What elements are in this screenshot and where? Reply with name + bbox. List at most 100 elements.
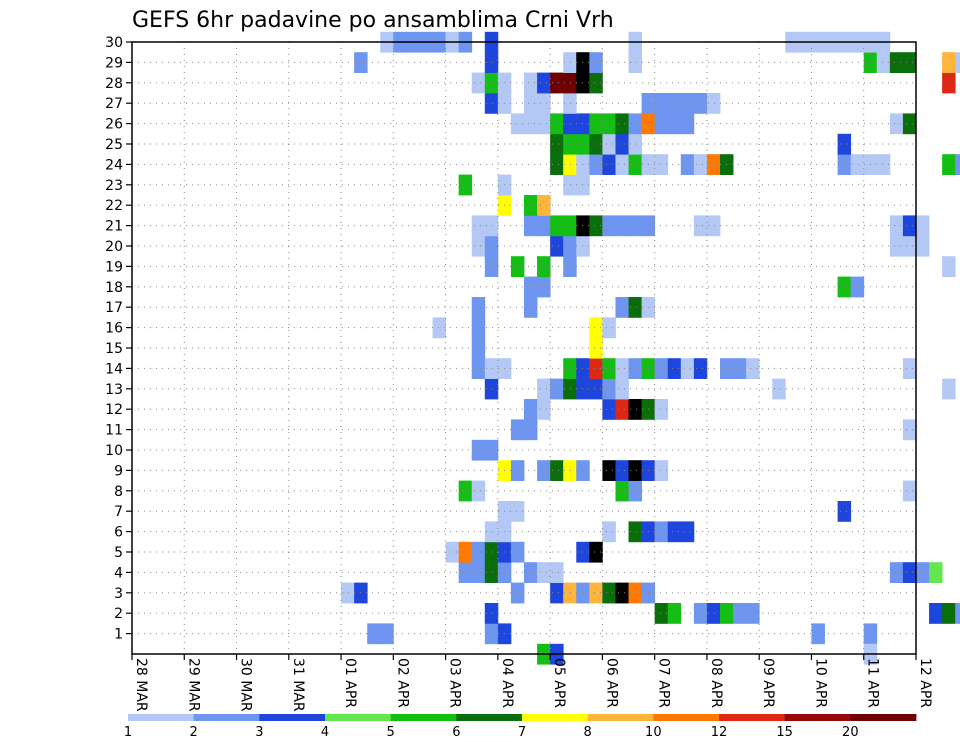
heatmap-cell bbox=[510, 113, 525, 135]
heatmap-cell bbox=[537, 460, 551, 481]
heatmap-cell bbox=[955, 52, 960, 73]
heatmap-cell bbox=[537, 399, 551, 420]
heatmap-cell bbox=[510, 419, 525, 441]
heatmap-cell bbox=[746, 358, 760, 379]
heatmap-cell bbox=[602, 113, 616, 135]
heatmap-cell bbox=[510, 460, 525, 481]
heatmap-cell bbox=[902, 113, 917, 135]
y-tick-label: 27 bbox=[105, 96, 123, 112]
heatmap-cell bbox=[654, 358, 669, 379]
heatmap-cell bbox=[380, 623, 394, 645]
heatmap-cell bbox=[693, 215, 708, 237]
heatmap-cell bbox=[615, 113, 629, 135]
legend-tick-label: 8 bbox=[584, 725, 592, 740]
x-tick-label: 29 MAR bbox=[185, 658, 201, 712]
y-tick-label: 19 bbox=[105, 259, 123, 275]
heatmap-cell bbox=[628, 154, 642, 175]
heatmap-cell bbox=[615, 460, 629, 481]
heatmap-cell bbox=[837, 133, 852, 155]
heatmap-cell bbox=[889, 113, 904, 135]
legend-swatch bbox=[653, 714, 720, 721]
y-tick-label: 13 bbox=[105, 382, 123, 398]
heatmap-cell bbox=[524, 215, 538, 237]
heatmap-cell bbox=[563, 378, 577, 400]
heatmap-cell bbox=[484, 521, 499, 543]
heatmap-cell bbox=[458, 480, 473, 502]
y-tick-label: 16 bbox=[105, 321, 123, 337]
heatmap-cell bbox=[654, 93, 669, 114]
x-tick-label: 12 APR bbox=[917, 658, 933, 708]
legend-swatch bbox=[719, 714, 786, 721]
heatmap-cell bbox=[706, 154, 721, 175]
heatmap-cell bbox=[484, 256, 499, 277]
heatmap-cell bbox=[576, 541, 590, 563]
heatmap-cell bbox=[916, 235, 930, 257]
heatmap-cell bbox=[458, 541, 473, 563]
heatmap-cell bbox=[615, 399, 629, 420]
heatmap-cell bbox=[667, 521, 682, 543]
legend-tick-label: 6 bbox=[452, 725, 460, 740]
y-tick-label: 8 bbox=[114, 484, 123, 500]
x-tick-label: 28 MAR bbox=[133, 658, 149, 712]
heatmap-cell bbox=[628, 521, 642, 543]
heatmap-cell bbox=[902, 419, 917, 441]
heatmap-cell bbox=[484, 72, 499, 94]
y-tick-label: 2 bbox=[114, 606, 123, 622]
heatmap-cell bbox=[876, 52, 891, 73]
heatmap-cell bbox=[550, 133, 564, 155]
heatmap-cell bbox=[680, 358, 695, 379]
heatmap-cell bbox=[654, 460, 669, 481]
heatmap-cell bbox=[889, 562, 904, 583]
y-tick-label: 5 bbox=[114, 545, 123, 561]
heatmap-cell bbox=[484, 541, 499, 563]
heatmap-cell bbox=[628, 113, 642, 135]
y-tick-label: 17 bbox=[105, 300, 123, 316]
y-tick-label: 15 bbox=[105, 341, 123, 357]
heatmap-cell bbox=[628, 358, 642, 379]
heatmap-cells bbox=[341, 31, 960, 665]
heatmap-cell bbox=[942, 603, 956, 624]
heatmap-cell bbox=[484, 235, 499, 257]
legend-swatch bbox=[390, 714, 457, 721]
y-tick-label: 7 bbox=[114, 504, 123, 520]
chart-title: GEFS 6hr padavine po ansamblima Crni Vrh bbox=[132, 8, 614, 33]
y-tick-label: 30 bbox=[105, 35, 123, 51]
color-legend: 1 2 3 4 5 6 7 8 10 12 15 20 bbox=[124, 714, 917, 740]
legend-tick-label: 2 bbox=[190, 725, 198, 740]
legend-swatch bbox=[587, 714, 654, 721]
heatmap-cell bbox=[772, 378, 786, 400]
heatmap-cell bbox=[524, 419, 538, 441]
heatmap-cell bbox=[550, 460, 564, 481]
heatmap-cell bbox=[916, 562, 930, 583]
y-tick-label: 9 bbox=[114, 463, 123, 479]
x-tick-label: 05 APR bbox=[551, 658, 567, 708]
heatmap-cell bbox=[471, 480, 486, 502]
heatmap-cell bbox=[628, 480, 642, 502]
heatmap-cell bbox=[471, 541, 486, 563]
heatmap-cell bbox=[615, 378, 629, 400]
heatmap-cell bbox=[850, 276, 865, 298]
heatmap-cell bbox=[706, 215, 721, 237]
heatmap-cell bbox=[524, 72, 538, 94]
heatmap-cell bbox=[693, 93, 708, 114]
heatmap-cell bbox=[667, 113, 682, 135]
legend-tick-label: 1 bbox=[124, 725, 132, 740]
heatmap-cell bbox=[615, 582, 629, 604]
heatmap-cell bbox=[902, 215, 917, 237]
y-tick-label: 28 bbox=[105, 76, 123, 92]
heatmap-cell bbox=[654, 154, 669, 175]
heatmap-cell bbox=[942, 256, 956, 277]
heatmap-cell bbox=[602, 460, 616, 481]
heatmap-cell bbox=[484, 439, 499, 461]
heatmap-cell bbox=[471, 72, 486, 94]
heatmap-cell bbox=[902, 235, 917, 257]
heatmap-cell bbox=[458, 174, 473, 196]
heatmap-cell bbox=[563, 113, 577, 135]
heatmap-cell bbox=[628, 582, 642, 604]
heatmap-cell bbox=[576, 133, 590, 155]
y-tick-label: 22 bbox=[105, 198, 123, 214]
heatmap-cell bbox=[589, 582, 603, 604]
heatmap-cell bbox=[537, 256, 551, 277]
heatmap-cell bbox=[537, 276, 551, 298]
heatmap-cell bbox=[589, 154, 603, 175]
